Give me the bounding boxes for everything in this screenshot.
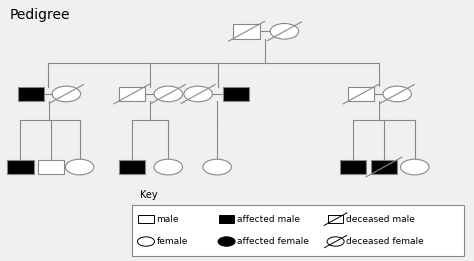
Bar [233,24,260,39]
Bar [223,87,249,101]
Circle shape [154,159,182,175]
Bar [371,160,397,174]
FancyBboxPatch shape [219,215,234,223]
Circle shape [154,86,182,102]
Bar [118,160,145,174]
Text: female: female [156,237,188,246]
Bar [38,160,64,174]
FancyBboxPatch shape [138,215,154,223]
Text: deceased male: deceased male [346,215,415,224]
Bar [7,160,34,174]
Text: Pedigree: Pedigree [9,8,70,22]
FancyBboxPatch shape [328,215,343,223]
Bar [340,160,366,174]
Circle shape [401,159,429,175]
Circle shape [203,159,231,175]
Text: Key: Key [140,190,157,200]
Bar [118,87,145,101]
Circle shape [52,86,81,102]
Text: affected female: affected female [237,237,309,246]
Circle shape [137,237,155,246]
Circle shape [327,237,344,246]
Circle shape [218,237,235,246]
Text: male: male [156,215,179,224]
Circle shape [383,86,411,102]
Circle shape [270,23,299,39]
Bar [18,87,44,101]
Circle shape [184,86,212,102]
Text: deceased female: deceased female [346,237,424,246]
Bar [348,87,374,101]
Circle shape [65,159,94,175]
Text: affected male: affected male [237,215,300,224]
FancyBboxPatch shape [132,205,464,256]
